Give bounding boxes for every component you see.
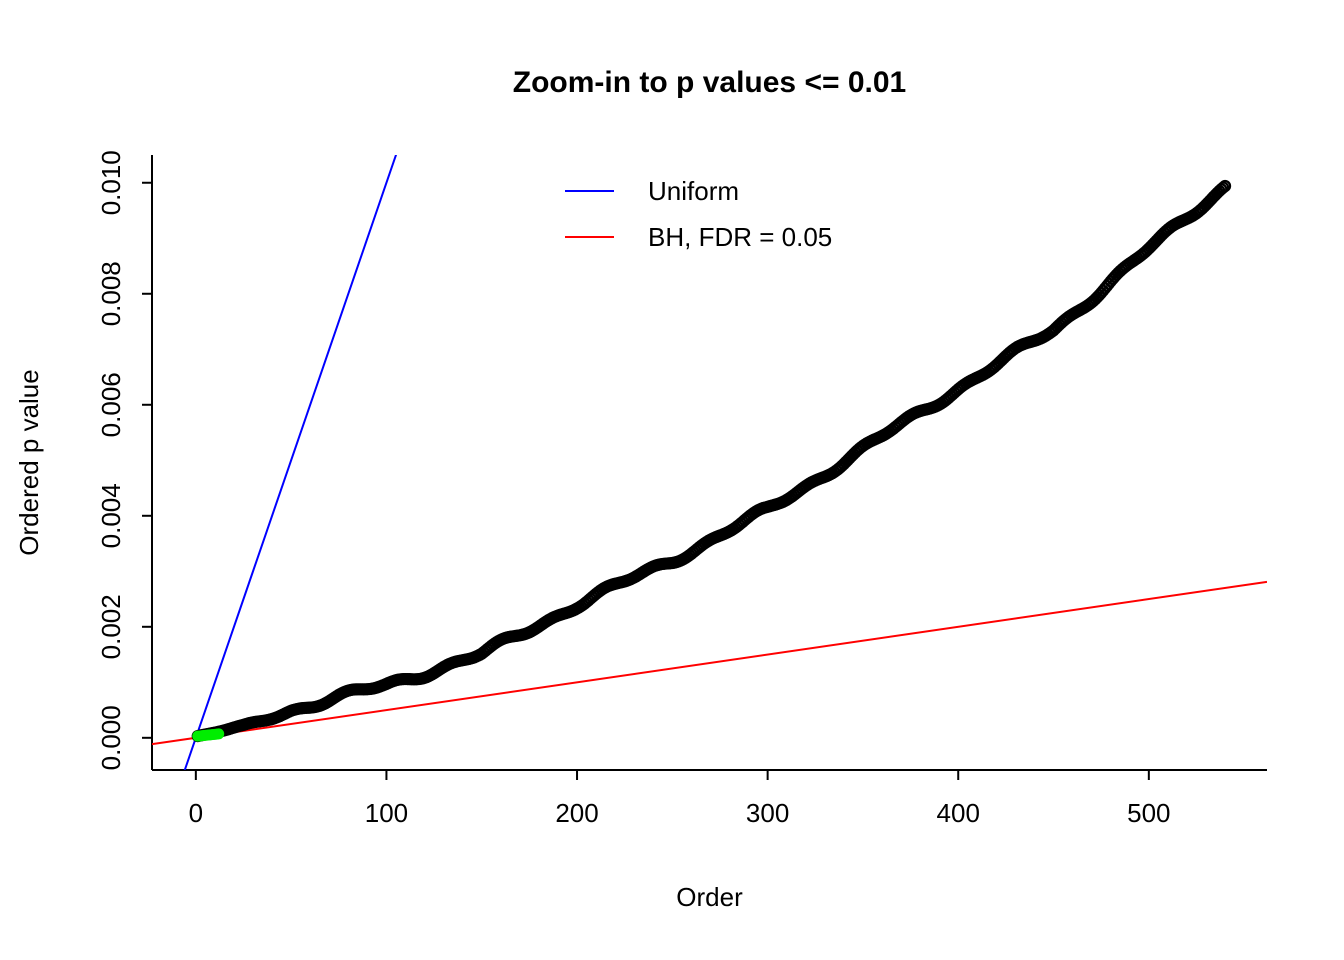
- x-axis-title: Order: [676, 882, 743, 912]
- x-tick-label: 100: [365, 798, 408, 828]
- data-point: [213, 728, 225, 740]
- data-point: [1218, 179, 1232, 193]
- y-tick-label: 0.010: [96, 150, 126, 215]
- x-tick-label: 0: [189, 798, 203, 828]
- y-tick-label: 0.004: [96, 483, 126, 548]
- bh-line: [152, 580, 1267, 746]
- chart-title: Zoom-in to p values <= 0.01: [513, 66, 906, 99]
- x-tick-label: 500: [1127, 798, 1170, 828]
- uniform-line: [183, 155, 398, 770]
- legend: Uniform BH, FDR = 0.05: [565, 176, 832, 252]
- bh-significant-points: [192, 728, 225, 742]
- x-tick-label: 200: [555, 798, 598, 828]
- y-tick-label: 0.006: [96, 372, 126, 437]
- y-tick-label: 0.000: [96, 705, 126, 770]
- y-tick-label: 0.008: [96, 261, 126, 326]
- reference-lines: [152, 155, 1267, 770]
- axes: [151, 155, 1267, 771]
- y-axis-title: Ordered p value: [14, 369, 44, 555]
- x-tick-label: 400: [937, 798, 980, 828]
- x-tick-label: 300: [746, 798, 789, 828]
- legend-label: BH, FDR = 0.05: [648, 222, 832, 252]
- data-point: [1217, 181, 1230, 194]
- y-tick-label: 0.002: [96, 594, 126, 659]
- legend-label: Uniform: [648, 176, 739, 206]
